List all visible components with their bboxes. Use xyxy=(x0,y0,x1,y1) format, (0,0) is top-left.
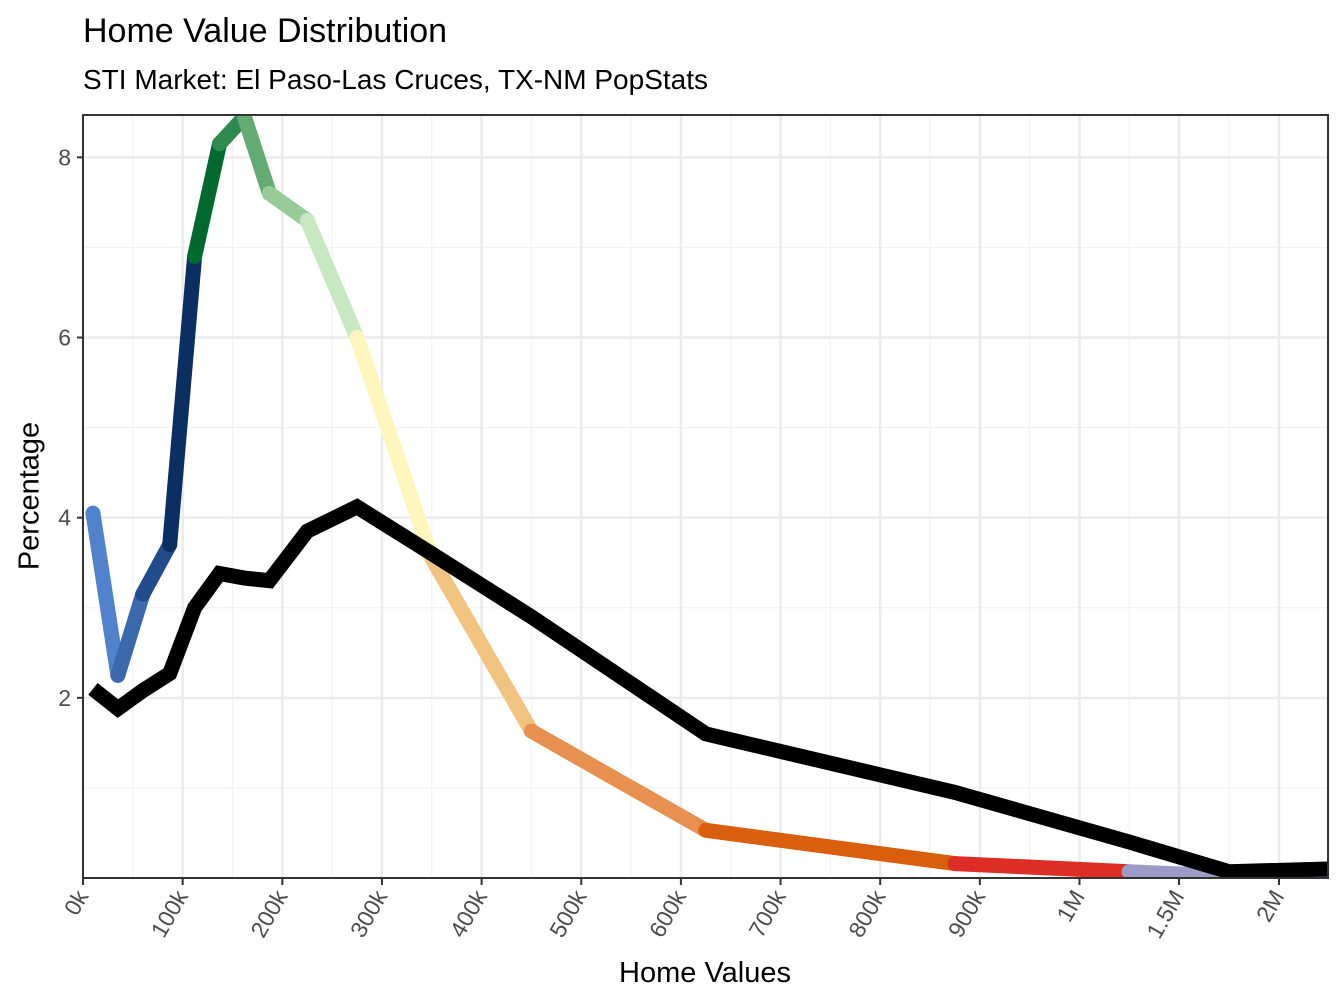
x-tick-label: 700k xyxy=(743,885,791,942)
x-axis-label: Home Values xyxy=(619,957,791,989)
y-tick-label: 6 xyxy=(58,325,71,351)
y-tick-label: 4 xyxy=(58,505,71,531)
x-tick-label: 900k xyxy=(943,885,991,942)
plot-border xyxy=(82,114,1329,879)
series-segment xyxy=(947,856,1137,878)
series-segment xyxy=(299,212,365,346)
series-segment xyxy=(261,185,315,228)
x-tick-label: 1M xyxy=(1051,886,1089,927)
series-segment xyxy=(236,115,277,201)
x-tick-label: 600k xyxy=(644,885,692,942)
x-tick-label: 100k xyxy=(146,885,194,942)
series-line-black xyxy=(88,498,1328,878)
x-tick-label: 200k xyxy=(245,885,293,942)
x-tick-label: 0k xyxy=(59,885,94,919)
x-tick-label: 400k xyxy=(444,885,492,942)
y-tick-label: 8 xyxy=(58,144,71,170)
plot-background xyxy=(83,115,1328,878)
series-segment xyxy=(698,822,963,872)
series-segment xyxy=(135,537,178,602)
series-segment xyxy=(85,505,126,683)
x-tick-label: 300k xyxy=(345,885,393,942)
x-tick-label: 2M xyxy=(1251,886,1289,927)
y-axis-label: Percentage xyxy=(13,421,46,571)
chart-subtitle: STI Market: El Paso-Las Cruces, TX-NM Po… xyxy=(83,64,709,95)
x-tick-label: 500k xyxy=(544,885,592,942)
y-tick-label: 2 xyxy=(58,685,71,711)
x-tick-label: 800k xyxy=(843,885,891,942)
series-segment xyxy=(187,136,228,264)
series-segment xyxy=(349,330,440,566)
series-segment xyxy=(424,550,539,739)
x-tick-label: 1.5M xyxy=(1141,886,1189,943)
series-segment xyxy=(162,248,203,553)
chart-title: Home Value Distribution xyxy=(83,12,448,50)
series-segment xyxy=(1121,864,1237,878)
series-segment xyxy=(523,723,714,838)
series-segment xyxy=(110,586,151,683)
